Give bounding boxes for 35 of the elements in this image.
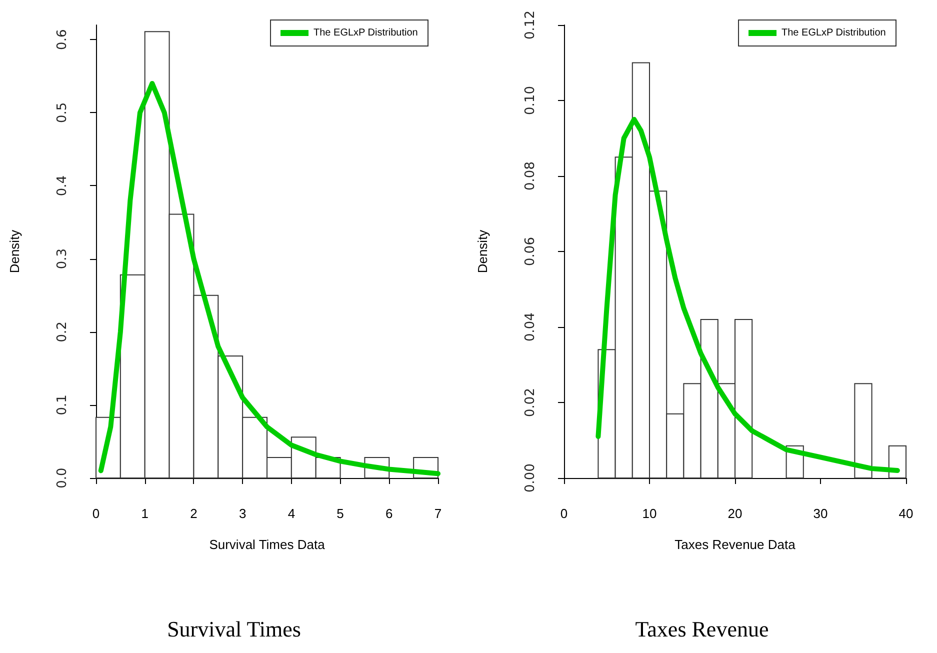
y-tick-label: 0.12: [523, 10, 538, 40]
x-axis-title: Taxes Revenue Data: [674, 537, 796, 552]
x-tick-label: 30: [813, 506, 828, 521]
x-tick-label: 3: [238, 506, 246, 521]
y-axis-title: Density: [475, 229, 490, 274]
x-tick-label: 20: [728, 506, 742, 521]
x-tick-label: 5: [336, 506, 344, 521]
y-tick-label: 0.10: [523, 86, 538, 115]
y-tick-label: 0.08: [523, 162, 538, 190]
text: Survival Times: [167, 616, 301, 642]
y-tick-label: 0.3: [55, 248, 70, 270]
y-tick-label: 0.4: [55, 175, 70, 196]
y-axis-title: Density: [7, 229, 22, 274]
x-tick-label: 40: [898, 506, 914, 521]
x-tick-label: 4: [288, 506, 296, 521]
text: Taxes Revenue: [635, 616, 769, 642]
x-tick-label: 7: [434, 506, 442, 521]
x-tick-label: 0: [560, 506, 568, 521]
x-tick-label: 2: [190, 506, 198, 521]
y-tick-label: 0.0: [55, 468, 70, 488]
y-tick-label: 0.6: [55, 29, 70, 50]
x-axis-title: Survival Times Data: [209, 537, 326, 552]
x-tick-label: 0: [92, 506, 100, 521]
x-tick-label: 10: [642, 506, 657, 521]
y-tick-label: 0.04: [523, 312, 538, 342]
legend-label: The EGLxP Distribution: [782, 28, 886, 38]
y-tick-label: 0.02: [523, 388, 538, 417]
y-tick-label: 0.2: [55, 322, 70, 342]
y-tick-label: 0.06: [523, 237, 538, 266]
y-tick-label: 0.00: [523, 464, 538, 492]
y-tick-label: 0.5: [55, 102, 70, 124]
x-tick-label: 1: [141, 506, 148, 521]
legend-label: The EGLxP Distribution: [314, 28, 418, 38]
y-tick-label: 0.1: [55, 394, 70, 416]
x-tick-label: 6: [386, 506, 393, 521]
